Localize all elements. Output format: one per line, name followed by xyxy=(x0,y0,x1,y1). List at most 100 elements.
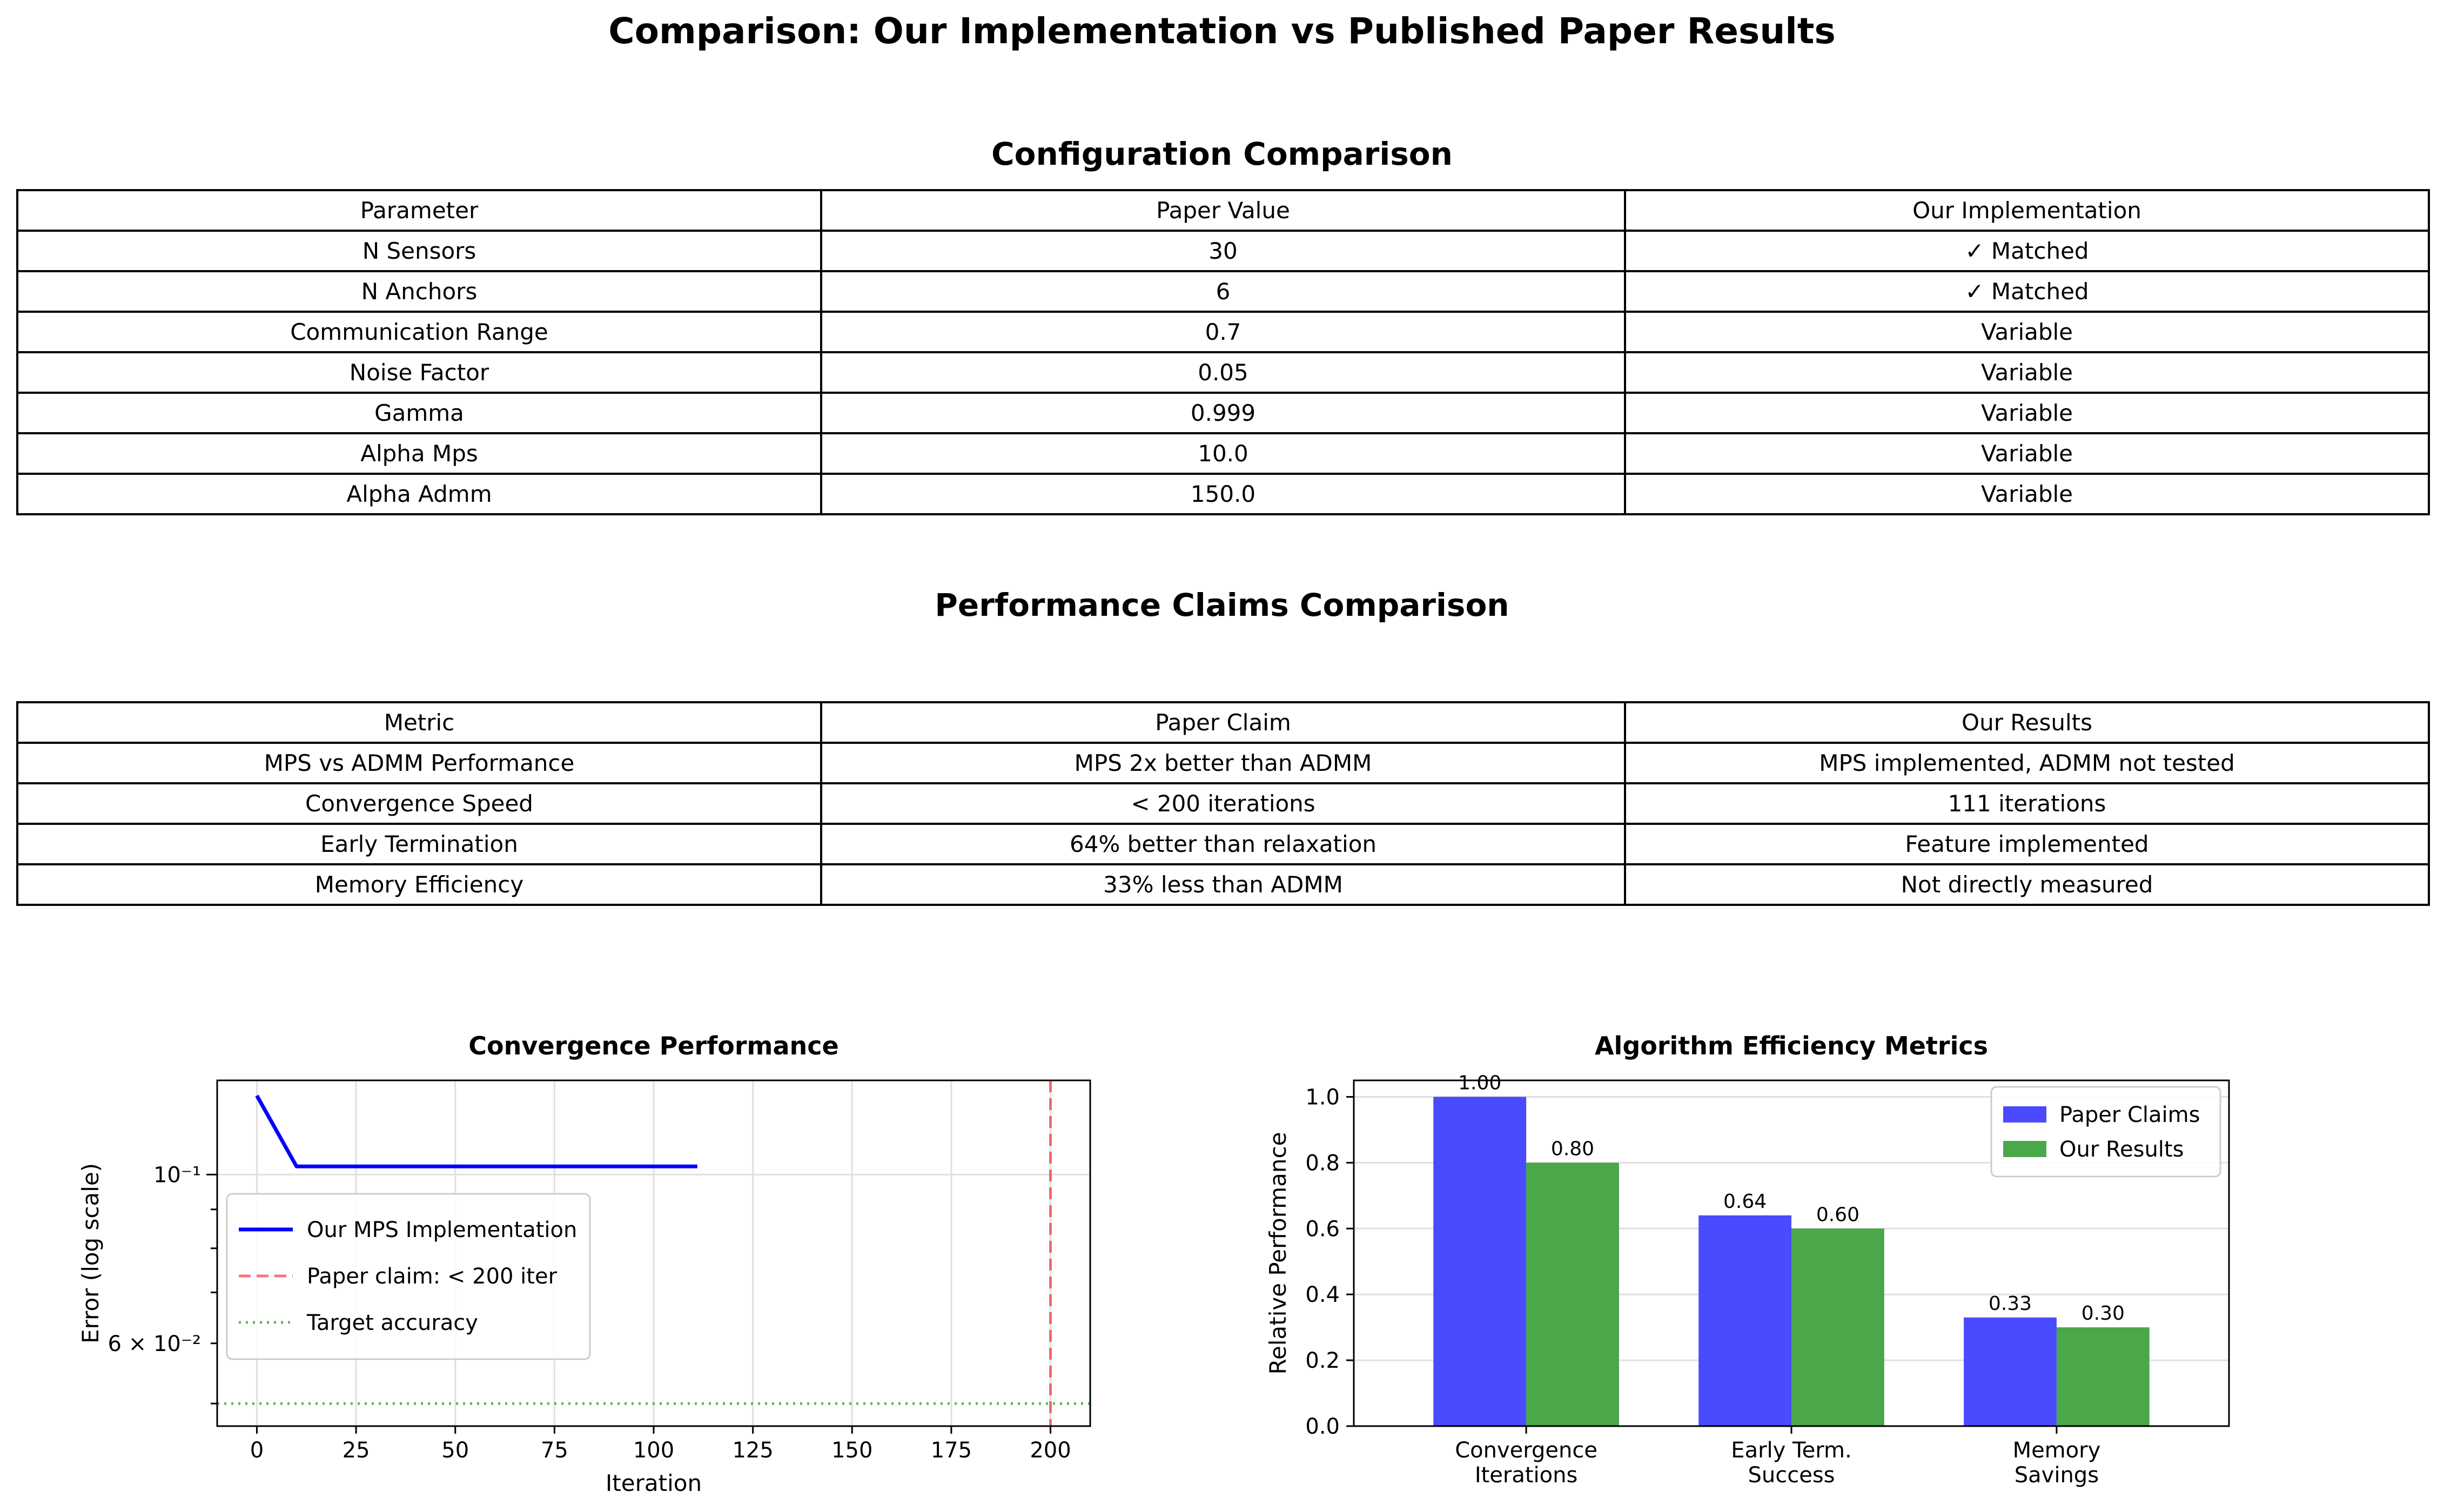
x-tick-label: Success xyxy=(1748,1463,1835,1488)
config-table-row: N Anchors 6 ✓ Matched xyxy=(16,270,2430,313)
config-table-cell: ✓ Matched xyxy=(1624,230,2430,272)
figure-title: Comparison: Our Implementation vs Publis… xyxy=(608,10,1836,52)
perf-table-cell: Memory Efficiency xyxy=(16,863,822,906)
config-table-cell: Alpha Admm xyxy=(16,473,822,515)
y-tick-label: 1.0 xyxy=(1305,1085,1340,1110)
config-table-cell: Noise Factor xyxy=(16,351,822,394)
x-tick-label: Memory xyxy=(2013,1438,2101,1463)
config-table-row: N Sensors 30 ✓ Matched xyxy=(16,230,2430,272)
legend-label: Our Results xyxy=(2059,1137,2184,1162)
config-table-cell: 10.0 xyxy=(820,432,1626,475)
legend-label: Target accuracy xyxy=(306,1311,478,1335)
bar xyxy=(1791,1228,1884,1426)
perf-table-cell: Convergence Speed xyxy=(16,782,822,825)
y-tick-label: 0.8 xyxy=(1305,1151,1340,1175)
perf-table-cell: < 200 iterations xyxy=(820,782,1626,825)
perf-table-cell: 64% better than relaxation xyxy=(820,823,1626,865)
legend-label: Paper claim: < 200 iter xyxy=(307,1264,558,1289)
config-table-cell: ✓ Matched xyxy=(1624,270,2430,313)
mps-series-line xyxy=(255,1094,697,1168)
perf-table-cell: Not directly measured xyxy=(1624,863,2430,906)
config-table-header-cell: Paper Value xyxy=(820,189,1626,232)
perf-table-cell: MPS vs ADMM Performance xyxy=(16,742,822,784)
perf-table-header-cell: Metric xyxy=(16,701,822,744)
perf-table-row: Memory Efficiency 33% less than ADMM Not d… xyxy=(16,863,2430,906)
legend-swatch xyxy=(2003,1141,2046,1157)
y-tick-label: 0.0 xyxy=(1305,1414,1340,1439)
y-tick-label: 0.6 xyxy=(1305,1217,1340,1241)
config-table-header-cell: Our Implementation xyxy=(1624,189,2430,232)
config-table-cell: 0.7 xyxy=(820,311,1626,353)
perf-table-row: MPS vs ADMM Performance MPS 2x better tha… xyxy=(16,742,2430,784)
perf-table: Metric Paper Claim Our Results MPS vs ADMM … xyxy=(16,701,2430,906)
x-tick-label: Iterations xyxy=(1475,1463,1578,1488)
bar xyxy=(1526,1162,1619,1426)
config-table-row: Communication Range 0.7 Variable xyxy=(16,311,2430,353)
config-table-row: Noise Factor 0.05 Variable xyxy=(16,351,2430,394)
config-table-cell: 6 xyxy=(820,270,1626,313)
perf-table-header-row: Metric Paper Claim Our Results xyxy=(16,701,2430,744)
x-tick-label: 50 xyxy=(441,1438,469,1463)
config-table-cell: Alpha Mps xyxy=(16,432,822,475)
config-table-cell: Variable xyxy=(1624,432,2430,475)
legend-box xyxy=(226,1193,591,1360)
perf-table-cell: 111 iterations xyxy=(1624,782,2430,825)
chart-title: Algorithm Efficiency Metrics xyxy=(1595,1031,1988,1060)
legend-label: Paper Claims xyxy=(2059,1103,2200,1127)
x-tick-label: Savings xyxy=(2015,1463,2099,1488)
config-table-header-row: Parameter Paper Value Our Implementation xyxy=(16,189,2430,232)
config-table-cell: Variable xyxy=(1624,351,2430,394)
config-table: Parameter Paper Value Our Implementation N … xyxy=(16,189,2430,515)
config-table-row: Alpha Admm 150.0 Variable xyxy=(16,473,2430,515)
config-table-cell: Gamma xyxy=(16,392,822,434)
config-table-cell: 150.0 xyxy=(820,473,1626,515)
bar-value-label: 0.33 xyxy=(1989,1293,2032,1315)
bar-value-label: 1.00 xyxy=(1458,1072,1501,1094)
perf-table-header-cell: Our Results xyxy=(1624,701,2430,744)
config-table-header-cell: Parameter xyxy=(16,189,822,232)
perf-table-cell: Feature implemented xyxy=(1624,823,2430,865)
x-tick-label: Convergence xyxy=(1455,1438,1597,1463)
perf-table-row: Early Termination 64% better than relaxat… xyxy=(16,823,2430,865)
config-table-cell: Variable xyxy=(1624,392,2430,434)
x-axis-label: Iteration xyxy=(606,1470,702,1496)
y-tick-label: 0.4 xyxy=(1305,1282,1340,1307)
bar xyxy=(2056,1327,2150,1426)
y-tick-label: 6 × 10⁻² xyxy=(108,1332,201,1356)
config-table-title: Configuration Comparison xyxy=(991,136,1453,172)
x-tick-label: 175 xyxy=(931,1438,972,1463)
x-tick-label: 25 xyxy=(343,1438,370,1463)
x-tick-label: 0 xyxy=(250,1438,264,1463)
efficiency-chart: Algorithm Efficiency Metrics 1.00 0.80 Conv… xyxy=(1265,1031,2230,1488)
x-tick-label: Early Term. xyxy=(1731,1438,1851,1463)
config-table-cell: N Anchors xyxy=(16,270,822,313)
config-table-cell: 30 xyxy=(820,230,1626,272)
x-tick-label: 150 xyxy=(831,1438,872,1463)
perf-table-cell: MPS implemented, ADMM not tested xyxy=(1624,742,2430,784)
y-axis-label: Error (log scale) xyxy=(77,1163,104,1343)
bar xyxy=(1433,1097,1527,1426)
convergence-chart: Convergence Performance 0 25 50 75 100 125 150 1… xyxy=(77,1031,1091,1496)
bar-value-label: 0.30 xyxy=(2082,1302,2125,1325)
perf-table-header-cell: Paper Claim xyxy=(820,701,1626,744)
config-table-cell: Communication Range xyxy=(16,311,822,353)
config-table-cell: Variable xyxy=(1624,473,2430,515)
bar-value-label: 0.80 xyxy=(1551,1138,1594,1160)
config-table-row: Alpha Mps 10.0 Variable xyxy=(16,432,2430,475)
perf-table-title: Performance Claims Comparison xyxy=(935,587,1509,623)
bar xyxy=(1964,1317,2057,1426)
perf-table-cell: MPS 2x better than ADMM xyxy=(820,742,1626,784)
x-tick-label: 125 xyxy=(732,1438,773,1463)
y-tick-label: 10⁻¹ xyxy=(153,1162,201,1187)
config-table-cell: 0.999 xyxy=(820,392,1626,434)
chart-title: Convergence Performance xyxy=(468,1031,838,1060)
y-tick-label: 0.2 xyxy=(1305,1348,1340,1373)
legend-label: Our MPS Implementation xyxy=(307,1218,577,1242)
bar xyxy=(1698,1215,1791,1426)
x-tick-label: 100 xyxy=(633,1438,674,1463)
config-table-cell: N Sensors xyxy=(16,230,822,272)
legend-swatch xyxy=(2003,1106,2046,1123)
bar-value-label: 0.64 xyxy=(1723,1191,1767,1213)
perf-table-cell: Early Termination xyxy=(16,823,822,865)
config-table-row: Gamma 0.999 Variable xyxy=(16,392,2430,434)
